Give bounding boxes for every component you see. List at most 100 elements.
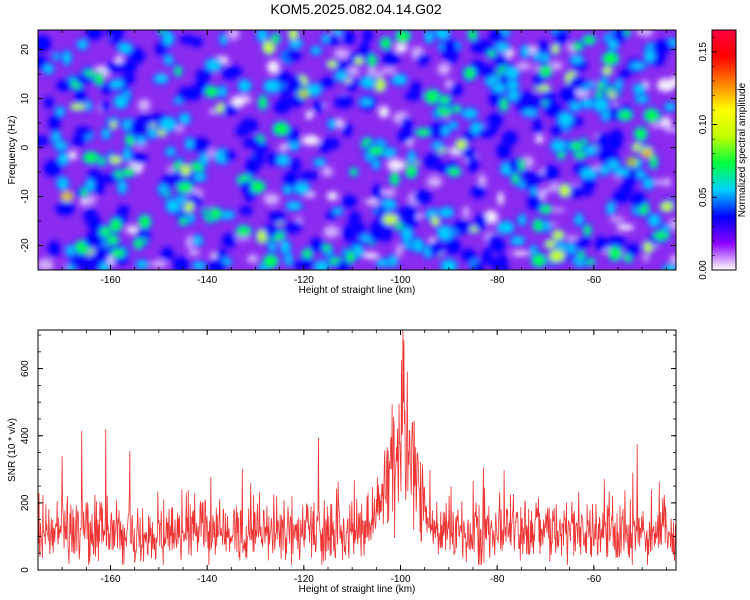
heatmap-cell <box>224 106 237 114</box>
heatmap-cell <box>334 30 342 35</box>
heatmap-cell <box>630 62 646 69</box>
heatmap-cell <box>217 250 226 257</box>
heatmap-cell <box>197 78 207 90</box>
heatmap-cell <box>301 172 317 179</box>
heatmap-cell <box>321 166 334 177</box>
heatmap-cell <box>580 167 597 181</box>
heatmap-cell <box>535 74 542 86</box>
heatmap-cell <box>328 119 336 129</box>
heatmap-cell <box>288 30 298 40</box>
heatmap-cell <box>636 30 654 37</box>
heatmap-cell <box>193 235 202 246</box>
heatmap-cell <box>209 261 225 270</box>
heatmap-cell <box>608 237 625 246</box>
heatmap-cell <box>511 250 529 256</box>
heatmap-cell <box>559 183 571 198</box>
heatmap-cell <box>118 181 127 194</box>
heatmap-cell <box>273 122 290 136</box>
heatmap-cell <box>321 78 333 87</box>
heatmap-cell <box>390 171 399 186</box>
heatmap-cell <box>130 49 144 63</box>
heatmap-cell <box>77 39 88 49</box>
heatmap-cell <box>320 143 329 152</box>
heatmap-cell <box>164 174 179 183</box>
x-tick-label: -160 <box>100 275 120 286</box>
heatmap-cell <box>373 185 381 199</box>
heatmap-cell <box>360 43 368 56</box>
heatmap-cell <box>284 172 297 186</box>
heatmap-cell <box>402 118 411 132</box>
heatmap-cell <box>468 157 478 172</box>
heatmap-cell <box>53 53 60 60</box>
heatmap-cell <box>534 119 541 133</box>
heatmap-cell <box>174 66 182 76</box>
x-tick-label: -100 <box>390 574 410 585</box>
heatmap-peak <box>644 149 650 155</box>
snr-series-line <box>38 330 676 565</box>
heatmap-cell <box>219 86 227 98</box>
x-tick-label: -100 <box>390 275 410 286</box>
heatmap-cell <box>447 239 460 254</box>
heatmap-cell <box>477 174 487 189</box>
heatmap-cell <box>614 168 629 176</box>
heatmap-cell <box>597 134 610 148</box>
heatmap-cell <box>597 81 605 91</box>
heatmap-cell <box>148 128 157 138</box>
heatmap-cell <box>616 224 635 231</box>
heatmap-cell <box>110 120 117 130</box>
heatmap-cell <box>271 33 280 44</box>
heatmap-cell <box>633 84 646 94</box>
heatmap-frame <box>37 29 677 271</box>
heatmap-cell <box>154 74 168 84</box>
heatmap-cell <box>473 263 483 270</box>
heatmap-cell <box>551 44 560 54</box>
heatmap-cell <box>499 255 506 263</box>
heatmap-cell <box>368 54 377 68</box>
heatmap-cell <box>632 193 645 206</box>
heatmap-cell <box>497 221 514 234</box>
heatmap-cell <box>435 30 450 39</box>
heatmap-cell <box>132 154 147 163</box>
heatmap-cell <box>286 224 299 233</box>
x-tick-label: -160 <box>100 574 120 585</box>
heatmap-cell <box>83 152 99 164</box>
heatmap-cell <box>635 95 649 103</box>
heatmap-cell <box>398 130 411 141</box>
heatmap-cell <box>518 214 526 226</box>
heatmap-cell <box>609 216 625 223</box>
heatmap-cell <box>533 219 543 232</box>
heatmap-xlabel: Height of straight line (km) <box>299 285 416 296</box>
heatmap-cell <box>535 135 544 144</box>
heatmap-cell <box>166 147 175 156</box>
heatmap-cell <box>505 66 519 79</box>
heatmap-cell <box>575 214 583 225</box>
heatmap-cell <box>151 260 168 268</box>
heatmap-cell <box>336 96 353 107</box>
heatmap-cell <box>337 262 349 270</box>
heatmap-cell <box>556 30 566 44</box>
heatmap-cell <box>38 258 54 270</box>
heatmap-cell <box>394 42 408 53</box>
heatmap-cell <box>267 60 280 74</box>
heatmap-cell <box>343 226 354 240</box>
heatmap-cell <box>431 216 440 226</box>
x-tick-label: -80 <box>490 275 505 286</box>
heatmap-cell <box>464 132 474 140</box>
colorbar-tick-label: 0.05 <box>698 187 709 207</box>
heatmap-cell <box>350 168 358 176</box>
heatmap-cell <box>439 207 454 217</box>
heatmap-cell <box>401 227 413 242</box>
heatmap-cell <box>94 72 104 86</box>
heatmap-cell <box>57 203 73 215</box>
heatmap-cell <box>258 95 267 110</box>
heatmap-cell <box>109 79 124 89</box>
heatmap-cell <box>447 167 461 176</box>
heatmap-cell <box>228 30 240 41</box>
heatmap-cell <box>57 81 71 90</box>
heatmap-cell <box>656 78 675 92</box>
heatmap-cell <box>426 175 443 188</box>
heatmap-cell <box>552 127 560 135</box>
heatmap-cell <box>618 110 633 120</box>
heatmap-cell <box>497 191 504 206</box>
